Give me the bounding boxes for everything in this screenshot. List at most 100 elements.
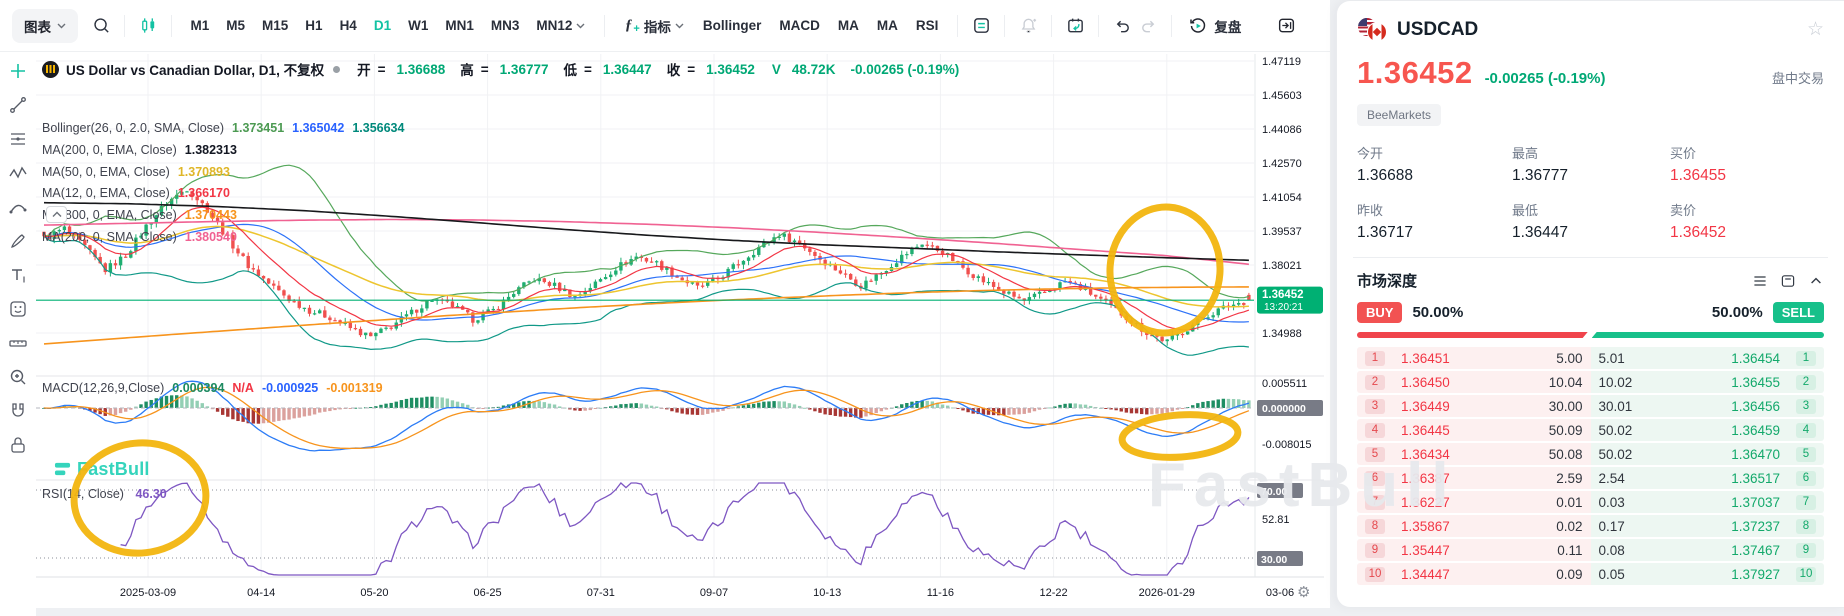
timeframe-H1[interactable]: H1 <box>305 18 323 33</box>
depth-list-icon[interactable] <box>1752 273 1768 289</box>
timeframe-M5[interactable]: M5 <box>226 18 246 33</box>
svg-text:-0.008015: -0.008015 <box>1262 439 1312 451</box>
indicator-shortcut-ma-3[interactable]: MA <box>876 18 898 33</box>
redo-icon[interactable] <box>1135 13 1161 39</box>
svg-text:1.38021: 1.38021 <box>1262 260 1302 272</box>
bid-price: 1.36450 <box>1401 374 1450 390</box>
bid-level: 3 <box>1365 398 1385 414</box>
stat-label: 最高 <box>1512 146 1539 161</box>
bid-volume: 30.00 <box>1548 398 1583 414</box>
stat-cell: 最低 1.36447 <box>1512 200 1670 242</box>
depth-row[interactable]: 1 1.36451 5.00 5.01 1.36454 1 <box>1357 347 1824 369</box>
depth-row[interactable]: 7 1.36227 0.01 0.03 1.37037 7 <box>1357 491 1824 513</box>
broker-badge[interactable]: BeeMarkets <box>1357 104 1442 126</box>
bid-price: 1.35447 <box>1401 542 1450 558</box>
tool-brush-icon[interactable] <box>8 230 29 251</box>
overlay-legend-row[interactable]: MA(12, 0, EMA, Close) 1.366170 <box>42 183 959 205</box>
volume-value: 48.72K <box>791 61 836 77</box>
indicator-shortcut-rsi-4[interactable]: RSI <box>915 18 939 33</box>
tool-trendline-icon[interactable] <box>8 94 29 115</box>
macd-value: -0.000925 <box>261 381 319 395</box>
bid-level: 10 <box>1365 566 1385 582</box>
divider <box>1171 14 1173 37</box>
depth-row[interactable]: 3 1.36449 30.00 30.01 1.36456 3 <box>1357 395 1824 417</box>
quote-stats: 今开 1.36688 最高 1.36777 买价 1.36455 昨收 1.36717 最低 1.… <box>1357 143 1824 242</box>
divider <box>1098 14 1100 37</box>
depth-row[interactable]: 2 1.36450 10.04 10.02 1.36455 2 <box>1357 371 1824 393</box>
indicator-shortcut-macd-1[interactable]: MACD <box>779 18 820 33</box>
chevron-down-icon <box>675 23 684 28</box>
alert-bell-icon[interactable] <box>1015 13 1041 39</box>
depth-row[interactable]: 8 1.35867 0.02 0.17 1.37237 8 <box>1357 515 1824 537</box>
replay-button[interactable]: 复盘 <box>1182 15 1247 37</box>
tool-text-icon[interactable] <box>8 264 29 285</box>
indicator-shortcut-bollinger-0[interactable]: Bollinger <box>702 18 762 33</box>
depth-row[interactable]: 9 1.35447 0.11 0.08 1.37467 9 <box>1357 539 1824 561</box>
timeframe-M15[interactable]: M15 <box>262 18 289 33</box>
chart-settings-gear-icon[interactable]: ⚙ <box>1297 584 1311 601</box>
economic-calendar-icon[interactable] <box>1062 13 1088 39</box>
svg-text:11-16: 11-16 <box>927 587 954 599</box>
undo-icon[interactable] <box>1109 13 1135 39</box>
timeframe-MN12[interactable]: MN12 <box>536 18 585 33</box>
ask-price: 1.36454 <box>1731 350 1780 366</box>
ask-level: 7 <box>1796 494 1816 510</box>
tool-elliott-wave-icon[interactable] <box>8 162 29 183</box>
tool-curve-icon[interactable] <box>8 196 29 217</box>
timeframe-H4[interactable]: H4 <box>339 18 357 33</box>
overlay-legend-row[interactable]: MA(800, 0, EMA, Close) 1.370443 <box>42 205 959 227</box>
tool-measure-icon[interactable] <box>8 332 29 353</box>
indicator-shortcut-ma-2[interactable]: MA <box>837 18 859 33</box>
bid-price: 1.36227 <box>1401 494 1450 510</box>
panel-symbol: USDCAD <box>1397 18 1479 40</box>
depth-row[interactable]: 10 1.34447 0.09 0.05 1.37927 10 <box>1357 563 1824 585</box>
macd-legend[interactable]: MACD(12,26,9,Close) 0.000394 N/A -0.000925-… <box>42 381 383 395</box>
replay-icon <box>1190 17 1206 33</box>
tool-crosshair-icon[interactable] <box>8 60 29 81</box>
rsi-legend[interactable]: RSI(14, Close) 46.30 <box>42 487 167 501</box>
tool-lock-icon[interactable] <box>8 434 29 455</box>
collapse-indicators-button[interactable] <box>46 206 67 223</box>
overlay-label: Bollinger(26, 0, 2.0, SMA, Close) <box>42 121 225 135</box>
tool-magnet-icon[interactable] <box>8 400 29 421</box>
depth-row[interactable]: 6 1.36387 2.59 2.54 1.36517 6 <box>1357 467 1824 489</box>
search-icon[interactable] <box>88 13 114 39</box>
ask-price: 1.37927 <box>1731 566 1780 582</box>
collapse-panel-icon[interactable] <box>1273 13 1299 39</box>
overlay-legend-row[interactable]: MA(200, 0, SMA, Close) 1.380540 <box>42 227 959 249</box>
symbol-legend[interactable]: US Dollar vs Canadian Dollar, D1, 不复权 开 =… <box>42 59 959 79</box>
stat-label: 买价 <box>1670 146 1697 161</box>
fx-plus-icon: + <box>633 22 640 35</box>
tool-fib-retracement-icon[interactable] <box>8 128 29 149</box>
layout-icon[interactable] <box>968 13 994 39</box>
timeframe-W1[interactable]: W1 <box>408 18 429 33</box>
overlay-legend-row[interactable]: Bollinger(26, 0, 2.0, SMA, Close) 1.37345… <box>42 118 959 140</box>
tool-zoom-in-icon[interactable] <box>8 366 29 387</box>
timeframe-M1[interactable]: M1 <box>190 18 210 33</box>
bid-price: 1.36387 <box>1401 470 1450 486</box>
svg-text:07-31: 07-31 <box>587 587 615 599</box>
ask-price: 1.37467 <box>1731 542 1780 558</box>
timeframe-D1[interactable]: D1 <box>373 18 392 33</box>
collapse-depth-chevron-icon[interactable] <box>1808 273 1824 289</box>
candlestick-style-icon[interactable] <box>135 13 161 39</box>
overlay-legend-row[interactable]: MA(200, 0, EMA, Close) 1.382313 <box>42 140 959 162</box>
chart-menu-button[interactable]: 图表 <box>12 8 78 43</box>
timeframe-MN3[interactable]: MN3 <box>490 18 520 33</box>
stat-label: 卖价 <box>1670 203 1697 218</box>
stat-value: 1.36455 <box>1670 167 1727 184</box>
overlay-legend-row[interactable]: MA(50, 0, EMA, Close) 1.370893 <box>42 162 959 184</box>
price-row: 1.36452 -0.00265 (-0.19%) 盘中交易 <box>1357 55 1824 91</box>
close-label: 收 <box>666 63 681 78</box>
favorite-star-icon[interactable]: ☆ <box>1806 19 1824 40</box>
tool-stickers-icon[interactable] <box>8 298 29 319</box>
depth-row[interactable]: 4 1.36445 50.09 50.02 1.36459 4 <box>1357 419 1824 441</box>
bid-price: 1.36451 <box>1401 350 1450 366</box>
bid-level: 9 <box>1365 542 1385 558</box>
ask-level: 6 <box>1796 470 1816 486</box>
depth-row[interactable]: 5 1.36434 50.08 50.02 1.36470 5 <box>1357 443 1824 465</box>
depth-panel-icon[interactable] <box>1780 273 1796 289</box>
svg-text:12-22: 12-22 <box>1040 587 1068 599</box>
indicators-button[interactable]: ƒ + 指标 <box>619 15 690 37</box>
timeframe-MN1[interactable]: MN1 <box>445 18 474 33</box>
